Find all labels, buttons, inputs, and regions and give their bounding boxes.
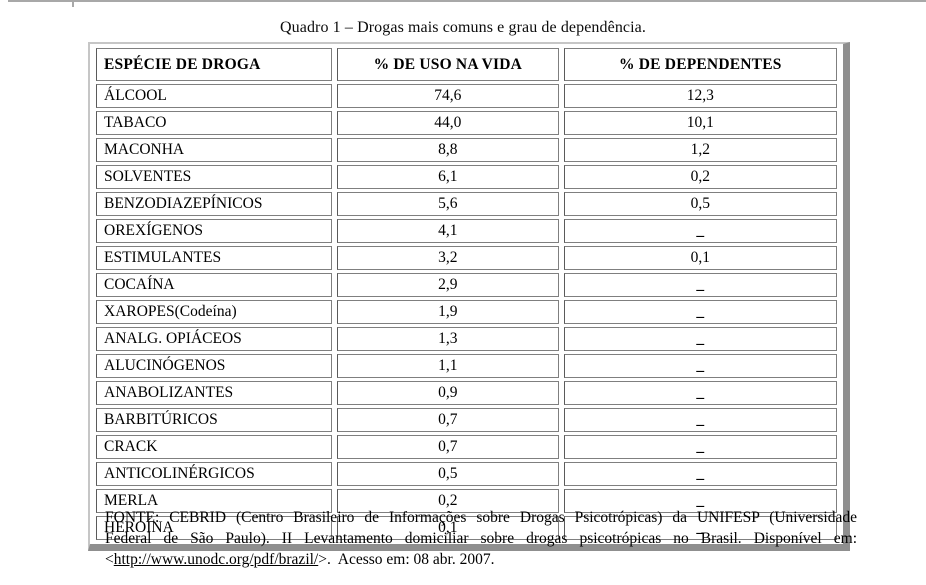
- table-row: XAROPES(Codeína) 1,9 _: [96, 300, 837, 324]
- drug-name-cell: BENZODIAZEPÍNICOS: [96, 192, 333, 216]
- dependents-percent-cell: 0,1: [563, 246, 837, 270]
- drug-table: ESPÉCIE DE DROGA % DE USO NA VIDA % DE D…: [91, 45, 842, 543]
- table-row: ANABOLIZANTES 0,9 _: [96, 381, 837, 405]
- usage-percent-cell: 0,1: [337, 516, 559, 540]
- dependents-percent-cell: 12,3: [563, 84, 837, 108]
- drug-name-cell: ANTICOLINÉRGICOS: [96, 462, 333, 486]
- drug-table-body: ÁLCOOL 74,6 12,3 TABACO 44,0 10,1 MACONHA 8,8 1,…: [96, 84, 837, 540]
- drug-name-cell: CRACK: [96, 435, 333, 459]
- usage-percent-cell: 1,1: [337, 354, 559, 378]
- table-row: MERLA 0,2 _: [96, 489, 837, 513]
- usage-percent-cell: 1,3: [337, 327, 559, 351]
- dependents-percent-cell: _: [563, 516, 837, 540]
- table-row: OREXÍGENOS 4,1 _: [96, 219, 837, 243]
- table-row: ALUCINÓGENOS 1,1 _: [96, 354, 837, 378]
- table-row: BARBITÚRICOS 0,7 _: [96, 408, 837, 432]
- dependents-percent-cell: _: [563, 435, 837, 459]
- source-url-link[interactable]: http://www.unodc.org/pdf/brazil/: [113, 551, 319, 568]
- usage-percent-cell: 8,8: [337, 138, 559, 162]
- usage-percent-cell: 74,6: [337, 84, 559, 108]
- source-note-line-3: <http://www.unodc.org/pdf/brazil/>. Aces…: [105, 549, 857, 570]
- dependents-percent-cell: _: [563, 300, 837, 324]
- header-row: ESPÉCIE DE DROGA % DE USO NA VIDA % DE D…: [96, 48, 837, 81]
- usage-percent-cell: 1,9: [337, 300, 559, 324]
- dependents-percent-cell: _: [563, 219, 837, 243]
- drug-name-cell: COCAÍNA: [96, 273, 333, 297]
- dependents-percent-cell: 10,1: [563, 111, 837, 135]
- usage-percent-cell: 0,5: [337, 462, 559, 486]
- source-note: FONTE: CEBRID (Centro Brasileiro de Info…: [105, 507, 857, 570]
- drug-name-cell: BARBITÚRICOS: [96, 408, 333, 432]
- top-horizontal-rule: [8, 0, 926, 2]
- table-row: ANALG. OPIÁCEOS 1,3 _: [96, 327, 837, 351]
- dependents-percent-cell: _: [563, 327, 837, 351]
- table-row: ESTIMULANTES 3,2 0,1: [96, 246, 837, 270]
- dependents-percent-cell: _: [563, 273, 837, 297]
- drug-name-cell: MERLA: [96, 489, 333, 513]
- drug-name-cell: SOLVENTES: [96, 165, 333, 189]
- table-row: ANTICOLINÉRGICOS 0,5 _: [96, 462, 837, 486]
- usage-percent-cell: 0,2: [337, 489, 559, 513]
- dependents-percent-cell: 1,2: [563, 138, 837, 162]
- drug-name-cell: ESTIMULANTES: [96, 246, 333, 270]
- column-header-especie: ESPÉCIE DE DROGA: [96, 48, 333, 81]
- column-header-uso: % DE USO NA VIDA: [337, 48, 559, 81]
- usage-percent-cell: 0,7: [337, 408, 559, 432]
- usage-percent-cell: 0,7: [337, 435, 559, 459]
- drug-name-cell: TABACO: [96, 111, 333, 135]
- dependents-percent-cell: _: [563, 381, 837, 405]
- url-angle-open: <: [105, 551, 114, 568]
- dependents-percent-cell: 0,2: [563, 165, 837, 189]
- dependents-percent-cell: _: [563, 489, 837, 513]
- drug-name-cell: ANABOLIZANTES: [96, 381, 333, 405]
- dependents-percent-cell: _: [563, 462, 837, 486]
- table-row: SOLVENTES 6,1 0,2: [96, 165, 837, 189]
- drug-name-cell: MACONHA: [96, 138, 333, 162]
- source-note-line-2: Federal de São Paulo). II Levantamento d…: [105, 530, 857, 547]
- drug-name-cell: OREXÍGENOS: [96, 219, 333, 243]
- drug-table-frame: ESPÉCIE DE DROGA % DE USO NA VIDA % DE D…: [88, 42, 850, 551]
- drug-name-cell: XAROPES(Codeína): [96, 300, 333, 324]
- drug-name-cell: ALUCINÓGENOS: [96, 354, 333, 378]
- drug-name-cell: ÁLCOOL: [96, 84, 333, 108]
- table-row: COCAÍNA 2,9 _: [96, 273, 837, 297]
- table-row: TABACO 44,0 10,1: [96, 111, 837, 135]
- usage-percent-cell: 5,6: [337, 192, 559, 216]
- top-rule-tick: [72, 2, 74, 7]
- table-row: CRACK 0,7 _: [96, 435, 837, 459]
- usage-percent-cell: 44,0: [337, 111, 559, 135]
- usage-percent-cell: 6,1: [337, 165, 559, 189]
- usage-percent-cell: 2,9: [337, 273, 559, 297]
- table-row: ÁLCOOL 74,6 12,3: [96, 84, 837, 108]
- table-row: MACONHA 8,8 1,2: [96, 138, 837, 162]
- drug-name-cell: HEROÍNA: [96, 516, 333, 540]
- usage-percent-cell: 4,1: [337, 219, 559, 243]
- column-header-dependentes: % DE DEPENDENTES: [563, 48, 837, 81]
- source-note-line-1: FONTE: CEBRID (Centro Brasileiro de Info…: [105, 509, 857, 526]
- dependents-percent-cell: _: [563, 354, 837, 378]
- table-caption: Quadro 1 – Drogas mais comuns e grau de …: [280, 19, 646, 36]
- usage-percent-cell: 0,9: [337, 381, 559, 405]
- usage-percent-cell: 3,2: [337, 246, 559, 270]
- table-row: BENZODIAZEPÍNICOS 5,6 0,5: [96, 192, 837, 216]
- url-angle-close-and-access-date: >. Acesso em: 08 abr. 2007.: [318, 551, 495, 568]
- drug-name-cell: ANALG. OPIÁCEOS: [96, 327, 333, 351]
- dependents-percent-cell: _: [563, 408, 837, 432]
- table-row: HEROÍNA 0,1 _: [96, 516, 837, 540]
- dependents-percent-cell: 0,5: [563, 192, 837, 216]
